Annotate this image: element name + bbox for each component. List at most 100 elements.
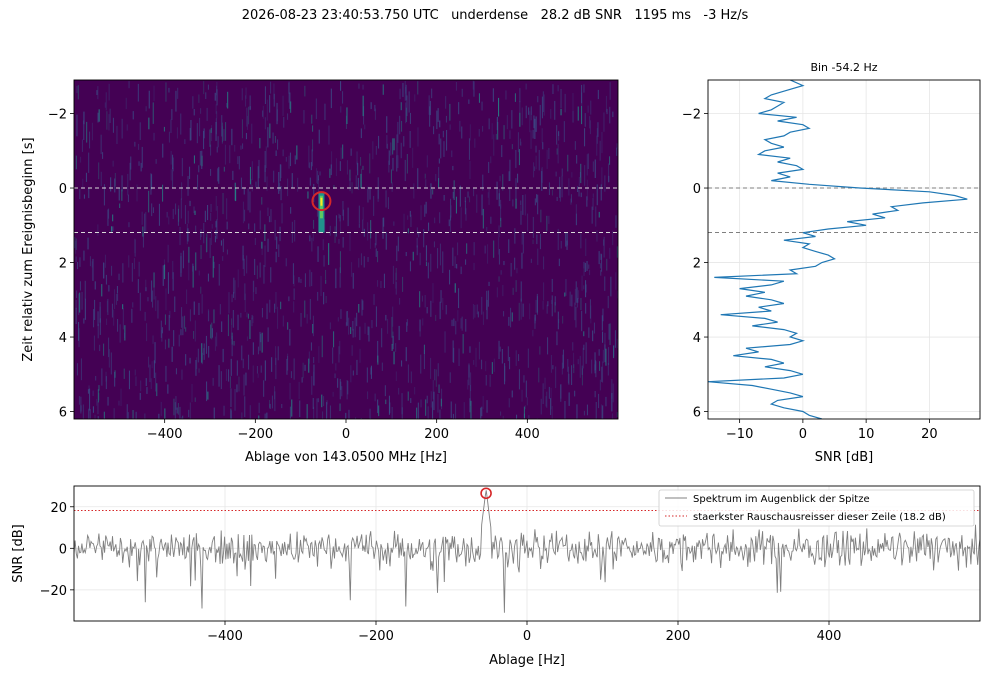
noise-cell: [475, 347, 477, 367]
noise-cell: [395, 371, 397, 381]
noise-cell: [269, 95, 271, 113]
noise-cell: [506, 115, 508, 130]
noise-cell: [293, 288, 295, 300]
noise-cell: [167, 384, 169, 394]
noise-cell: [115, 293, 117, 305]
noise-cell: [518, 302, 520, 321]
noise-cell: [135, 376, 137, 386]
noise-cell: [273, 93, 275, 107]
noise-cell: [349, 169, 351, 181]
noise-cell: [251, 314, 253, 320]
noise-cell: [340, 147, 342, 160]
noise-cell: [607, 362, 609, 376]
noise-cell: [571, 365, 573, 385]
noise-cell: [493, 240, 495, 258]
noise-cell: [378, 135, 380, 149]
noise-cell: [490, 156, 492, 164]
noise-cell: [280, 301, 282, 310]
noise-cell: [329, 322, 331, 330]
noise-cell: [339, 403, 341, 412]
noise-cell: [294, 220, 296, 242]
noise-cell: [608, 323, 610, 340]
noise-cell: [128, 370, 130, 390]
noise-cell: [207, 309, 209, 322]
noise-cell: [112, 160, 114, 167]
noise-cell: [184, 205, 186, 224]
noise-cell: [128, 222, 130, 228]
noise-cell: [491, 123, 493, 140]
noise-cell: [384, 385, 386, 397]
noise-cell: [395, 267, 397, 281]
noise-cell: [560, 240, 562, 249]
noise-cell: [311, 114, 313, 124]
noise-cell: [391, 343, 393, 351]
noise-cell: [263, 380, 265, 397]
noise-cell: [417, 402, 419, 419]
noise-cell: [215, 122, 217, 141]
noise-cell: [348, 409, 350, 419]
noise-cell: [409, 210, 411, 217]
noise-cell: [339, 161, 341, 171]
noise-cell: [138, 261, 140, 277]
noise-cell: [600, 184, 602, 201]
noise-cell: [193, 331, 195, 339]
noise-cell: [435, 314, 437, 321]
noise-cell: [362, 219, 364, 232]
noise-cell: [163, 126, 165, 132]
noise-cell: [574, 141, 576, 150]
noise-cell: [576, 404, 578, 419]
noise-cell: [515, 350, 517, 366]
noise-cell: [172, 260, 174, 280]
noise-cell: [370, 102, 372, 110]
noise-cell: [80, 358, 82, 381]
noise-cell: [340, 81, 342, 91]
noise-cell: [98, 162, 100, 180]
noise-cell: [509, 159, 511, 181]
noise-cell: [467, 191, 469, 198]
noise-cell: [332, 347, 334, 364]
noise-cell: [530, 107, 532, 121]
noise-cell: [77, 262, 79, 270]
noise-cell: [197, 348, 199, 363]
noise-cell: [561, 168, 563, 177]
noise-cell: [425, 261, 427, 267]
noise-cell: [285, 258, 287, 267]
noise-cell: [168, 338, 170, 348]
noise-cell: [264, 165, 266, 183]
noise-cell: [593, 322, 595, 334]
noise-cell: [276, 237, 278, 250]
noise-cell: [167, 244, 169, 263]
noise-cell: [229, 145, 231, 164]
noise-cell: [442, 297, 444, 310]
noise-cell: [346, 311, 348, 326]
noise-cell: [138, 143, 140, 150]
noise-cell: [335, 268, 337, 289]
noise-cell: [577, 359, 579, 365]
noise-cell: [217, 136, 219, 148]
noise-cell: [601, 254, 603, 272]
noise-cell: [437, 248, 439, 269]
noise-cell: [562, 315, 564, 324]
noise-cell: [502, 174, 504, 191]
noise-cell: [83, 318, 85, 324]
noise-cell: [541, 168, 543, 183]
noise-cell: [158, 413, 160, 419]
noise-cell: [179, 406, 181, 419]
noise-cell: [457, 310, 459, 322]
noise-cell: [534, 118, 536, 139]
noise-cell: [237, 314, 239, 331]
noise-cell: [189, 166, 191, 179]
noise-cell: [417, 168, 419, 189]
noise-cell: [334, 373, 336, 379]
noise-cell: [432, 401, 434, 419]
noise-cell: [395, 272, 397, 289]
noise-cell: [155, 159, 157, 164]
noise-cell: [172, 272, 174, 291]
noise-cell: [221, 126, 223, 144]
noise-cell: [414, 94, 416, 102]
noise-cell: [291, 173, 293, 188]
noise-cell: [313, 364, 315, 386]
noise-cell: [369, 408, 371, 419]
noise-cell: [385, 232, 387, 250]
noise-cell: [600, 404, 602, 419]
